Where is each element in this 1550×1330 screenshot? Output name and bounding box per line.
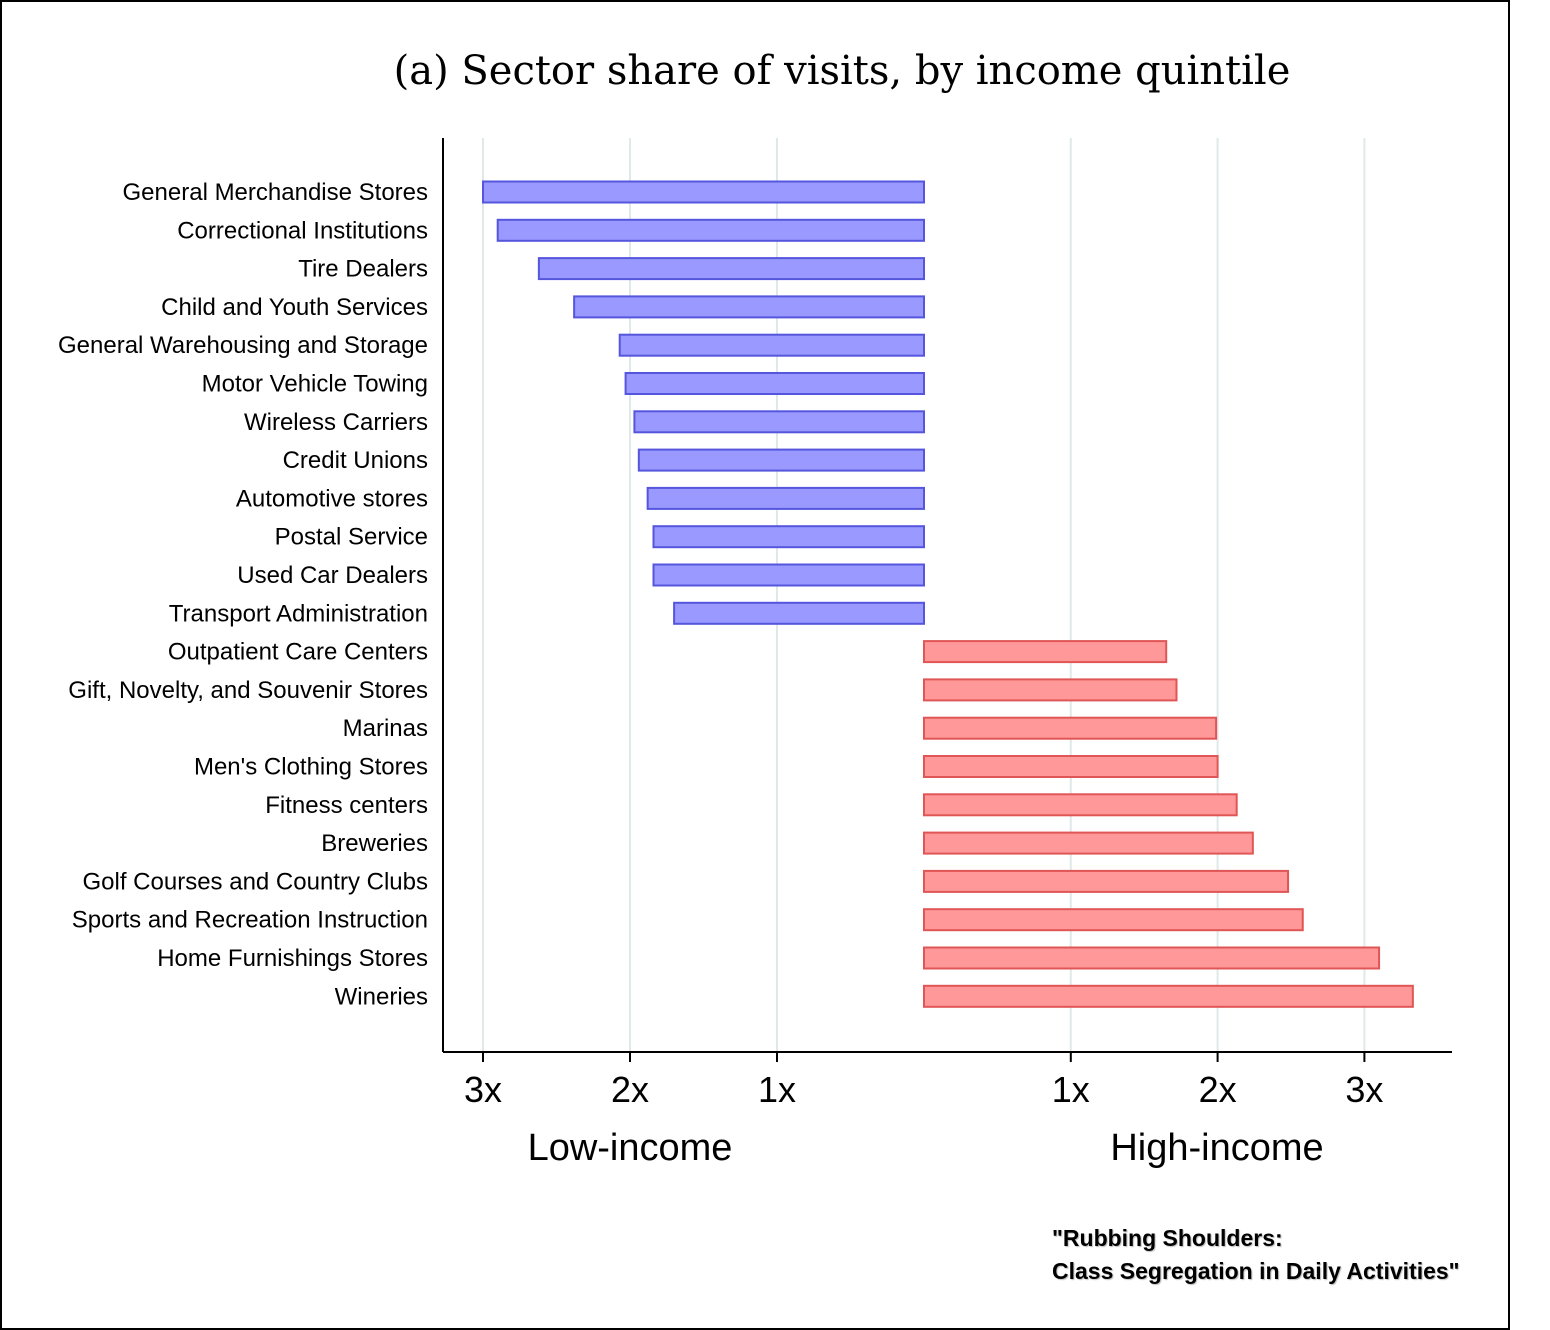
category-label: Gift, Novelty, and Souvenir Stores <box>68 677 428 704</box>
bar-high-income <box>923 716 1218 740</box>
bar-high-income <box>923 908 1304 932</box>
category-label: Fitness centers <box>265 792 428 819</box>
x-ticks: 3x 2x 1x 1x 2x 3x <box>464 1052 1383 1110</box>
bar-low-income <box>646 486 925 510</box>
tick-label-high-1: 1x <box>1052 1069 1090 1110</box>
bar-low-income <box>652 525 926 549</box>
bar-low-income <box>496 218 925 242</box>
tick-label-high-2: 2x <box>1199 1069 1237 1110</box>
bar-low-income <box>618 333 926 357</box>
category-label: Correctional Institutions <box>177 217 428 244</box>
bar-high-income <box>923 678 1178 702</box>
category-label: Tire Dealers <box>298 256 428 283</box>
category-labels: General Merchandise Stores Correctional I… <box>58 179 428 1010</box>
bar-low-income <box>537 257 925 281</box>
chart-title: (a) Sector share of visits, by income qu… <box>394 48 1291 94</box>
bar-high-income <box>923 793 1238 817</box>
category-label: Wineries <box>335 983 428 1010</box>
bar-low-income <box>633 410 925 434</box>
category-label: Transport Administration <box>169 600 428 627</box>
category-label: Credit Unions <box>283 447 428 474</box>
bar-low-income <box>482 180 925 204</box>
bar-low-income <box>637 448 925 472</box>
category-label: General Merchandise Stores <box>123 179 428 206</box>
category-label: Golf Courses and Country Clubs <box>83 868 429 895</box>
tick-label-low-2: 2x <box>611 1069 649 1110</box>
category-label: Marinas <box>343 715 428 742</box>
category-label: Motor Vehicle Towing <box>202 371 428 398</box>
category-label: Child and Youth Services <box>161 294 428 321</box>
category-label: Used Car Dealers <box>237 562 428 589</box>
tick-label-high-3: 3x <box>1345 1069 1383 1110</box>
category-label: Automotive stores <box>236 485 428 512</box>
low-income-axis-title: Low-income <box>528 1127 733 1169</box>
category-label: General Warehousing and Storage <box>58 332 428 359</box>
bar-high-income <box>923 640 1168 664</box>
bars <box>482 180 1414 1008</box>
bar-high-income <box>923 869 1290 893</box>
bar-high-income <box>923 984 1414 1008</box>
bar-high-income <box>923 831 1254 855</box>
credit-note: "Rubbing Shoulders: Class Segregation in… <box>1052 1222 1460 1288</box>
tick-label-low-3: 3x <box>464 1069 502 1110</box>
bar-high-income <box>923 946 1381 970</box>
bar-low-income <box>624 372 926 395</box>
credit-line-1: "Rubbing Shoulders: <box>1052 1225 1283 1251</box>
bar-low-income <box>673 601 925 625</box>
category-label: Postal Service <box>275 524 428 551</box>
bar-low-income <box>652 563 926 587</box>
category-label: Outpatient Care Centers <box>168 639 428 666</box>
category-label: Men's Clothing Stores <box>194 754 428 781</box>
gridlines <box>482 138 1366 1052</box>
bar-high-income <box>923 755 1219 778</box>
credit-line-2: Class Segregation in Daily Activities" <box>1052 1258 1460 1284</box>
category-label: Wireless Carriers <box>244 409 428 436</box>
category-label: Breweries <box>321 830 428 857</box>
category-label: Home Furnishings Stores <box>157 945 428 972</box>
category-label: Sports and Recreation Instruction <box>72 907 428 934</box>
bar-low-income <box>573 295 925 319</box>
high-income-axis-title: High-income <box>1110 1127 1323 1169</box>
tick-label-low-1: 1x <box>758 1069 796 1110</box>
